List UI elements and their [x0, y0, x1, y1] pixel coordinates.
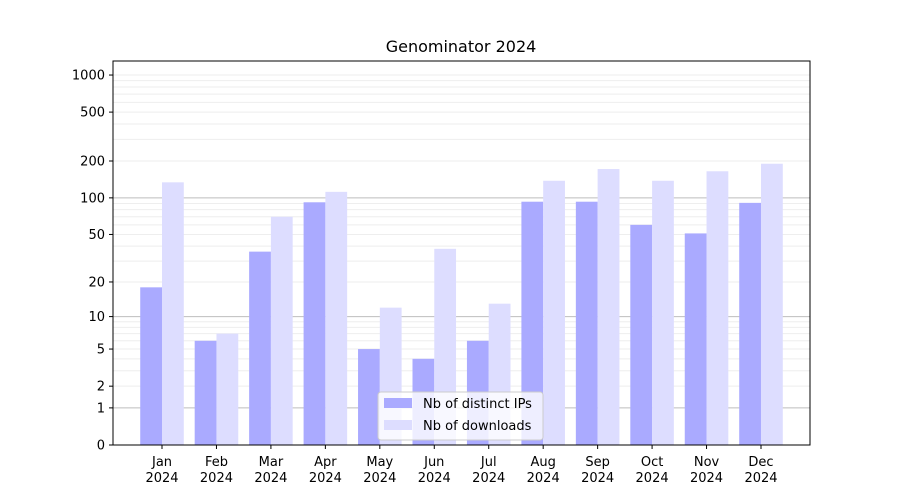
x-tick-label: Jul 2024: [472, 455, 505, 486]
x-tick-label: Oct 2024: [636, 455, 669, 486]
x-tick-label: Apr 2024: [309, 455, 342, 486]
bar-distinct-ips-10: [630, 224, 653, 445]
bar-distinct-ips-1: [140, 287, 163, 445]
y-tick-label: 5: [97, 343, 105, 358]
legend-label-downloads: Nb of downloads: [423, 419, 532, 434]
bar-distinct-ips-5: [358, 349, 380, 445]
x-tick-label: May 2024: [363, 455, 396, 486]
y-tick-label: 500: [80, 106, 105, 121]
y-tick-label: 1000: [72, 69, 105, 84]
bar-distinct-ips-8: [521, 201, 544, 445]
x-tick-label: Aug 2024: [527, 455, 560, 486]
x-tick-label: Nov 2024: [690, 455, 723, 486]
x-tick-label: Dec 2024: [744, 455, 777, 486]
y-tick-label: 0: [97, 439, 105, 454]
bar-distinct-ips-11: [684, 233, 707, 445]
legend-swatch-distinct-ips: [384, 398, 412, 408]
chart-title: Genominator 2024: [386, 37, 537, 56]
x-tick-label: Jun 2024: [418, 455, 451, 486]
plot-frame: [112, 60, 811, 446]
bar-distinct-ips-12: [739, 202, 761, 445]
bar-downloads-9: [597, 169, 620, 446]
bar-downloads-12: [760, 163, 783, 445]
legend-swatch-downloads: [384, 420, 412, 430]
legend: Nb of distinct IPs Nb of downloads: [377, 391, 544, 441]
x-axis: Jan 2024 Feb 2024 Mar 2024 Apr 2024 May 2024 Jun 20…: [145, 445, 778, 486]
bar-downloads-2: [216, 333, 239, 445]
y-axis: 0 1 2 5 10 20 50 100 200 500 1000: [72, 69, 113, 454]
bar-downloads-3: [270, 216, 293, 445]
legend-label-distinct-ips: Nb of distinct IPs: [423, 397, 532, 412]
y-tick-label: 20: [88, 275, 105, 290]
y-tick-label: 100: [80, 191, 105, 206]
x-tick-label: Mar 2024: [254, 455, 287, 486]
bar-downloads-4: [325, 191, 348, 445]
x-tick-label: Feb 2024: [200, 455, 233, 486]
y-tick-label: 10: [88, 310, 105, 325]
y-tick-label: 2: [97, 380, 105, 395]
bar-distinct-ips-3: [249, 251, 271, 445]
bar-distinct-ips-9: [575, 201, 598, 445]
x-tick-label: Sep 2024: [581, 455, 614, 486]
bar-downloads-8: [543, 180, 565, 446]
bar-downloads-1: [162, 182, 184, 445]
y-tick-label: 1: [97, 401, 105, 416]
bar-downloads-11: [706, 171, 729, 445]
bar-downloads-10: [652, 180, 674, 446]
bars: [140, 163, 783, 446]
x-tick-label: Jan 2024: [145, 455, 178, 486]
y-tick-label: 50: [88, 228, 105, 243]
legend-frame: [377, 391, 544, 441]
bar-distinct-ips-4: [303, 202, 326, 445]
bar-distinct-ips-2: [194, 340, 217, 445]
y-tick-label: 200: [80, 155, 105, 170]
